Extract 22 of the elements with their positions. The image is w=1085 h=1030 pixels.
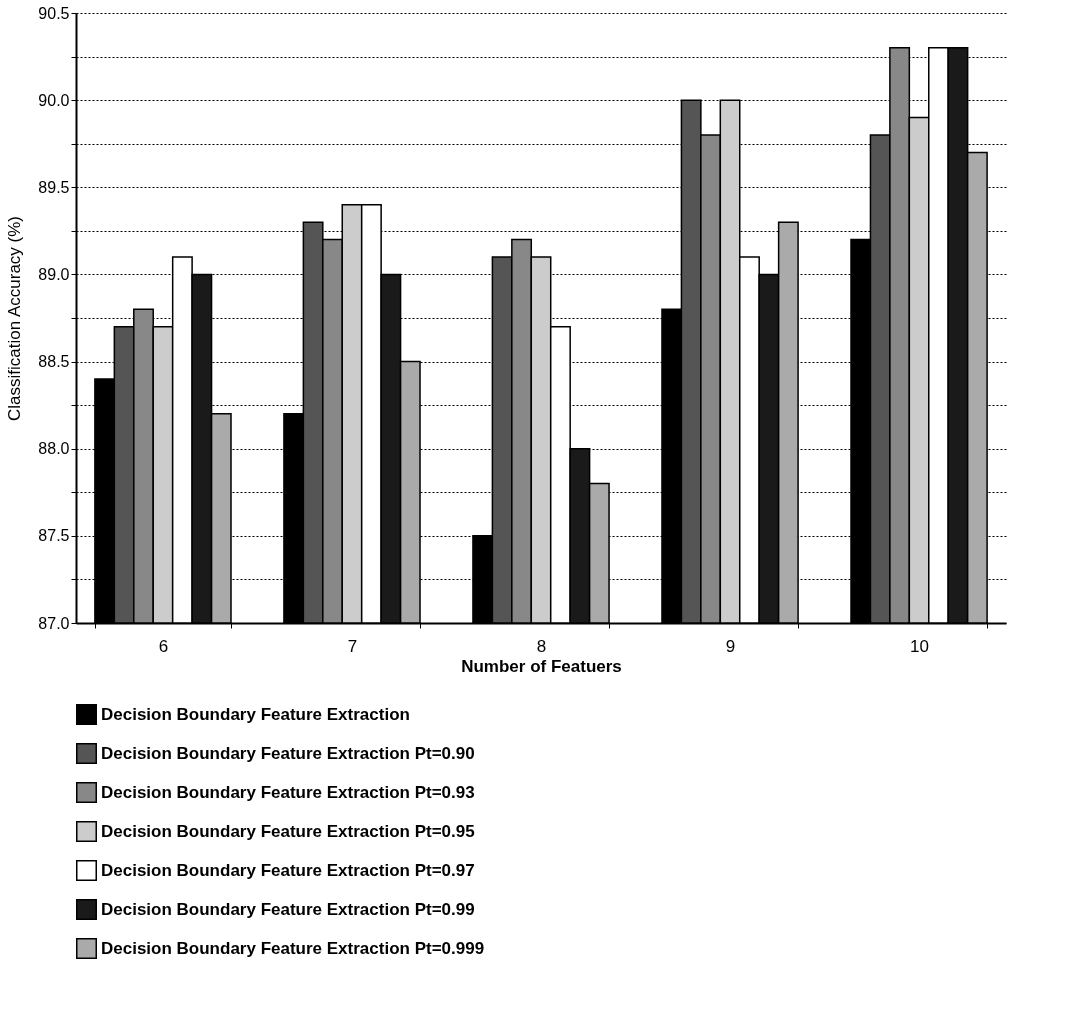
y-axis-title: Classification Accuracy (%) (5, 215, 25, 422)
y-tick-label: 88.5 (38, 353, 70, 371)
y-tick-label: 87.0 (38, 614, 70, 632)
x-axis-title: Number of Featuers (461, 656, 622, 676)
legend-label: Decision Boundary Feature Extraction Pt=0.97 (101, 860, 475, 880)
legend-label: Decision Boundary Feature Extraction Pt=0.90 (101, 743, 475, 763)
legend-label: Decision Boundary Feature Extraction Pt=0.95 (101, 821, 475, 841)
x-tick-label: 8 (536, 636, 547, 656)
y-tick-label: 90.0 (38, 91, 70, 109)
legend-label: Decision Boundary Feature Extraction Pt=0.99 (101, 899, 475, 919)
legend-label: Decision Boundary Feature Extraction Pt=0.999 (101, 938, 485, 958)
x-tick-label: 9 (725, 636, 736, 656)
x-tick-label: 7 (347, 636, 358, 656)
y-tick-label: 89.0 (38, 265, 70, 283)
legend-label: Decision Boundary Feature Extraction Pt=0.93 (101, 782, 475, 802)
y-tick-label: 87.5 (38, 527, 70, 545)
x-tick-label: 6 (158, 636, 169, 656)
y-tick-label: 90.5 (38, 4, 70, 22)
y-tick-label: 89.5 (38, 178, 70, 196)
y-tick-label: 88.0 (38, 440, 70, 458)
x-tick-label: 10 (910, 636, 930, 656)
legend-label: Decision Boundary Feature Extraction (101, 704, 410, 724)
